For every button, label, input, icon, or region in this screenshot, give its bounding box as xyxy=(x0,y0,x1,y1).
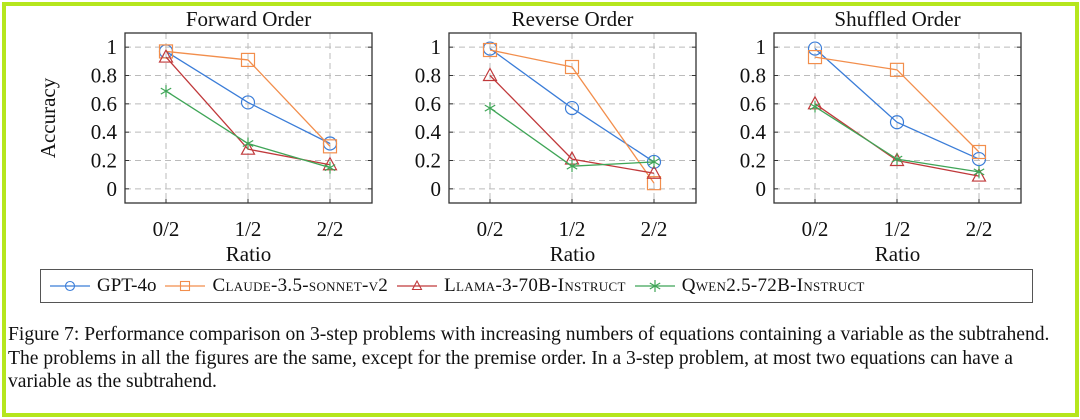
y-tick-label: 0.8 xyxy=(415,64,441,88)
x-tick-label: 2/2 xyxy=(966,217,993,241)
y-tick-label: 0.6 xyxy=(415,92,441,116)
legend-marker xyxy=(180,280,191,292)
legend: GPT-4o Claude-3.5-sonnet-v2 Llama-3-70B-In… xyxy=(40,269,1033,303)
legend-marker xyxy=(649,280,661,292)
legend-label: Qwen2.5-72B-Instruct xyxy=(681,275,865,296)
data-point xyxy=(807,49,823,65)
data-point xyxy=(971,167,987,182)
chart-2: 0 0.2 0.4 0.6 0.8 1 0/2 1/2 2/2 Reverse Order Rati… xyxy=(415,7,697,265)
legend-item: Qwen2.5-72B-Instruct xyxy=(634,275,865,297)
data-point xyxy=(322,139,338,154)
series-qwen2-5-72b-instruct xyxy=(160,85,336,174)
data-point xyxy=(809,100,821,113)
plot-frame xyxy=(773,32,1022,204)
square-marker-icon xyxy=(165,280,206,292)
y-tick-label: 1 xyxy=(107,35,118,59)
legend-label: Llama-3-70B-Instruct xyxy=(444,275,626,296)
series-line xyxy=(165,50,331,145)
x-tick-label: 0/2 xyxy=(802,217,829,241)
x-tick-label: 2/2 xyxy=(317,217,344,241)
data-point xyxy=(240,52,256,68)
data-point xyxy=(564,59,580,75)
x-tick-label: 2/2 xyxy=(641,217,668,241)
x-axis-label: Ratio xyxy=(875,242,921,265)
data-point xyxy=(889,115,905,130)
data-point xyxy=(973,165,985,178)
series-line xyxy=(814,56,980,153)
x-tick-label: 1/2 xyxy=(559,217,586,241)
data-point xyxy=(160,85,172,98)
data-point xyxy=(242,137,254,150)
y-tick-label: 1 xyxy=(756,35,767,59)
legend-label: GPT-4o xyxy=(97,275,157,296)
data-point xyxy=(324,161,336,174)
legend-item: Llama-3-70B-Instruct xyxy=(396,275,626,297)
y-tick-label: 0 xyxy=(107,177,118,201)
y-tick-label: 0.8 xyxy=(740,64,766,88)
star-marker-icon xyxy=(634,280,675,292)
y-tick-label: 0.8 xyxy=(91,64,117,88)
data-point xyxy=(646,176,662,191)
data-point xyxy=(240,140,256,155)
data-point xyxy=(891,153,903,166)
x-tick-label: 1/2 xyxy=(235,217,262,241)
charts: 0 0.2 0.4 0.6 0.8 1 0/2 1/2 2/2 Forward Order Rati… xyxy=(36,7,1022,265)
x-tick-label: 0/2 xyxy=(153,217,180,241)
plot-frame xyxy=(124,32,373,204)
legend-marker xyxy=(411,279,423,291)
chart-3: 0 0.2 0.4 0.6 0.8 1 0/2 1/2 2/2 Shuffled Order Rat… xyxy=(740,7,1022,265)
chart-title: Shuffled Order xyxy=(834,7,960,31)
series-qwen2-5-72b-instruct xyxy=(809,100,985,178)
data-point xyxy=(564,100,580,116)
data-point xyxy=(482,67,498,82)
y-tick-label: 0.2 xyxy=(91,149,117,173)
figure-caption: Figure 7: Performance comparison on 3-st… xyxy=(8,324,1050,392)
x-axis-label: Ratio xyxy=(550,242,596,265)
data-point xyxy=(889,62,905,77)
y-tick-label: 0.4 xyxy=(415,120,442,144)
y-tick-label: 0 xyxy=(431,177,442,201)
triangle-marker-icon xyxy=(397,279,438,291)
series-line xyxy=(814,48,980,160)
data-point xyxy=(646,164,662,179)
x-tick-label: 0/2 xyxy=(477,217,504,241)
y-tick-label: 0.6 xyxy=(91,92,117,116)
plot-frame xyxy=(448,32,697,204)
series-claude-3-5-sonnet-v2 xyxy=(807,49,987,160)
x-axis-label: Ratio xyxy=(226,242,272,265)
data-point xyxy=(482,42,498,58)
data-point xyxy=(240,95,256,110)
legend-item: GPT-4o xyxy=(49,275,156,297)
series-line xyxy=(489,49,655,184)
y-axis-label: Accuracy xyxy=(36,77,60,158)
chart-1: 0 0.2 0.4 0.6 0.8 1 0/2 1/2 2/2 Forward Order Rati… xyxy=(36,7,373,265)
legend-item: Claude-3.5-sonnet-v2 xyxy=(164,275,388,297)
data-point xyxy=(807,41,823,56)
series-claude-3-5-sonnet-v2 xyxy=(482,42,662,191)
series-qwen2-5-72b-instruct xyxy=(484,102,660,173)
data-point xyxy=(566,160,578,173)
y-tick-label: 0.2 xyxy=(740,149,766,173)
legend-marker xyxy=(64,280,76,292)
chart-title: Forward Order xyxy=(186,7,311,31)
y-tick-label: 0.4 xyxy=(91,120,118,144)
circle-marker-icon xyxy=(50,280,90,292)
y-tick-label: 0 xyxy=(756,177,767,201)
series-line xyxy=(165,50,331,147)
data-point xyxy=(158,48,174,63)
y-tick-label: 0.6 xyxy=(740,92,766,116)
chart-title: Reverse Order xyxy=(512,7,634,31)
y-tick-label: 0.2 xyxy=(415,149,441,173)
data-point xyxy=(971,144,987,160)
data-point xyxy=(484,102,496,115)
x-tick-label: 1/2 xyxy=(884,217,911,241)
data-point xyxy=(648,155,660,168)
y-tick-label: 1 xyxy=(431,35,442,59)
legend-label: Claude-3.5-sonnet-v2 xyxy=(212,275,389,296)
series-line xyxy=(489,75,655,174)
y-tick-label: 0.4 xyxy=(740,120,767,144)
